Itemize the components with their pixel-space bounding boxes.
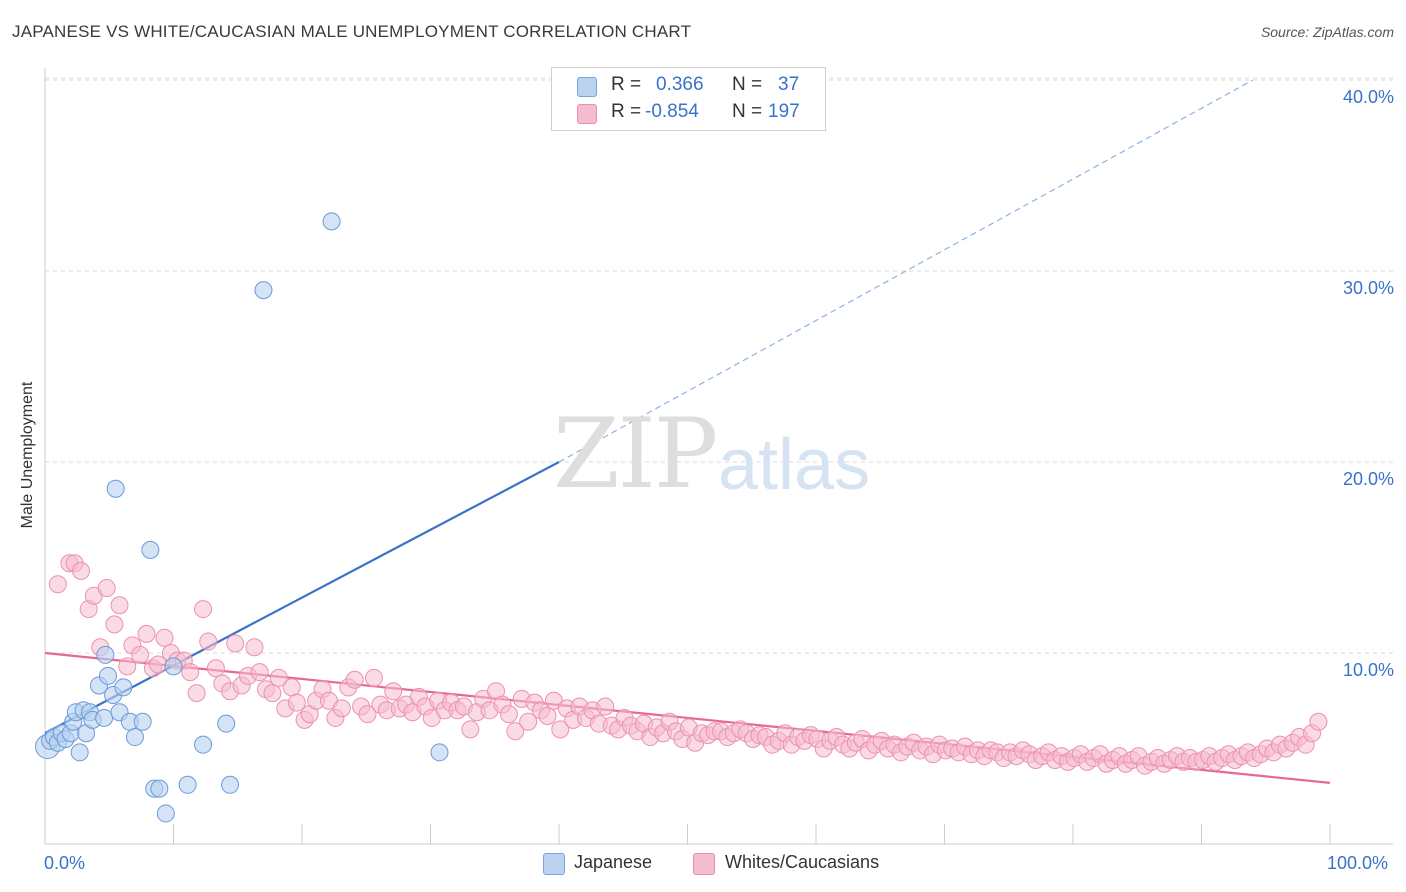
whites-point: [506, 722, 525, 741]
whites-point: [345, 670, 364, 689]
y-tick-label-30: 30.0%: [1342, 278, 1394, 298]
japanese-point: [95, 708, 114, 727]
japanese-trend-extension: [558, 79, 1254, 463]
whites-point: [110, 596, 129, 615]
legend-n-label: N =: [732, 101, 763, 122]
whites-point: [105, 615, 124, 634]
japanese-point: [114, 678, 133, 697]
whites-point: [250, 663, 269, 682]
japanese-point: [156, 804, 175, 823]
whites-point: [155, 628, 174, 647]
whites-point: [364, 668, 383, 687]
whites-point: [187, 684, 206, 703]
whites-point: [269, 668, 288, 687]
legend-row-japanese: R = 0.366 N = 37: [552, 74, 825, 100]
whites-point: [263, 684, 282, 703]
whites-point: [48, 575, 67, 594]
japanese-point: [133, 712, 152, 731]
japanese-point: [125, 728, 144, 747]
whites-point: [1309, 712, 1328, 731]
legend-r-label: R =: [611, 101, 642, 122]
y-tick-label-10: 10.0%: [1342, 660, 1394, 680]
chart-title: JAPANESE VS WHITE/CAUCASIAN MALE UNEMPLO…: [12, 22, 692, 41]
legend-r-label: R =: [611, 74, 642, 95]
grid-lines: [45, 77, 1393, 654]
japanese-point: [254, 281, 273, 300]
bottom-legend-japanese: Japanese: [574, 852, 653, 872]
japanese-point: [96, 645, 115, 664]
legend-n-value: 37: [778, 74, 800, 95]
whites-point: [199, 632, 218, 651]
axes: [44, 68, 1393, 845]
whites-point: [97, 579, 116, 598]
whites-point: [137, 624, 156, 643]
whites-point: [282, 678, 301, 697]
whites-point: [71, 561, 90, 580]
correlation-legend: R = 0.366 N = 37 R = -0.854 N = 197: [551, 67, 826, 131]
japanese-point: [164, 657, 183, 676]
legend-n-label: N =: [732, 74, 763, 95]
whites-point: [519, 712, 538, 731]
japanese-point: [70, 743, 89, 762]
y-tick-label-20: 20.0%: [1342, 469, 1394, 489]
bottom-legend-whites: Whites/Caucasians: [725, 852, 880, 872]
watermark-zip: ZIP: [553, 398, 718, 510]
whites-swatch: [577, 104, 597, 124]
source-label: Source: ZipAtlas.com: [1260, 24, 1394, 40]
whites-point: [181, 663, 200, 682]
japanese-point: [430, 743, 449, 762]
japanese-point: [150, 779, 169, 798]
whites-point: [118, 657, 137, 676]
whites-points: [48, 554, 1328, 775]
whites-point: [538, 707, 557, 726]
japanese-point: [322, 212, 341, 231]
whites-point: [206, 659, 225, 678]
x-tick-label-min: 0.0%: [44, 853, 86, 873]
whites-point: [551, 720, 570, 739]
japanese-point: [221, 775, 240, 794]
japanese-point: [194, 735, 213, 754]
japanese-point: [217, 714, 236, 733]
japanese-point: [106, 479, 125, 498]
whites-point: [287, 693, 306, 712]
whites-point: [226, 634, 245, 653]
legend-r-value: 0.366: [656, 74, 704, 95]
watermark-atlas: atlas: [718, 425, 871, 505]
y-axis-label: Male Unemployment: [19, 381, 36, 529]
y-tick-label-40: 40.0%: [1342, 87, 1394, 107]
japanese-point: [178, 775, 197, 794]
whites-point: [332, 699, 351, 718]
bottom-legend-whites-swatch: [693, 853, 715, 875]
whites-point: [358, 705, 377, 724]
legend-row-whites: R = -0.854 N = 197: [552, 101, 825, 127]
legend-r-value: -0.854: [645, 101, 699, 122]
whites-point: [596, 697, 615, 716]
japanese-swatch: [577, 77, 597, 97]
japanese-point: [98, 666, 117, 685]
japanese-points: [35, 212, 449, 823]
whites-point: [461, 720, 480, 739]
legend-n-value: 197: [768, 101, 800, 122]
whites-point: [499, 705, 518, 724]
whites-point: [131, 645, 150, 664]
whites-point: [194, 600, 213, 619]
bottom-legend-japanese-swatch: [543, 853, 565, 875]
whites-point: [245, 638, 264, 657]
whites-point: [384, 682, 403, 701]
japanese-point: [141, 540, 160, 559]
x-tick-label-max: 100.0%: [1327, 853, 1389, 873]
